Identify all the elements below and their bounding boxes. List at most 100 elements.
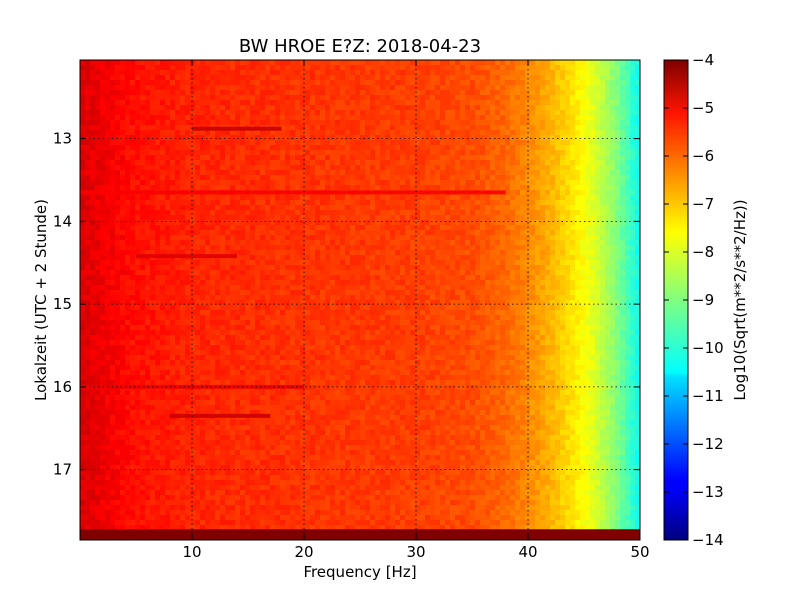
- heatmap-cell: [260, 235, 266, 241]
- heatmap-cell: [295, 270, 301, 276]
- heatmap-cell: [305, 450, 311, 456]
- heatmap-cell: [150, 435, 156, 441]
- heatmap-cell: [320, 200, 326, 206]
- heatmap-cell: [200, 325, 206, 331]
- heatmap-cell: [240, 200, 246, 206]
- heatmap-cell: [240, 510, 246, 516]
- heatmap-cell: [220, 335, 226, 341]
- heatmap-cell: [250, 340, 256, 346]
- heatmap-cell: [185, 170, 191, 176]
- heatmap-cell: [280, 230, 286, 236]
- heatmap-cell: [225, 480, 231, 486]
- heatmap-cell: [300, 305, 306, 311]
- heatmap-cell: [230, 425, 236, 431]
- heatmap-cell: [190, 330, 196, 336]
- heatmap-cell: [170, 290, 176, 296]
- heatmap-cell: [105, 75, 111, 81]
- heatmap-cell: [175, 180, 181, 186]
- heatmap-cell: [225, 65, 231, 71]
- heatmap-cell: [270, 155, 276, 161]
- heatmap-cell: [95, 360, 101, 366]
- heatmap-cell: [255, 130, 261, 136]
- heatmap-cell: [150, 395, 156, 401]
- heatmap-cell: [245, 155, 251, 161]
- heatmap-cell: [175, 480, 181, 486]
- heatmap-cell: [170, 490, 176, 496]
- heatmap-cell: [140, 65, 146, 71]
- heatmap-cell: [250, 405, 256, 411]
- heatmap-cell: [80, 335, 86, 341]
- heatmap-cell: [295, 90, 301, 96]
- heatmap-cell: [215, 240, 221, 246]
- heatmap-cell: [310, 330, 316, 336]
- heatmap-cell: [330, 465, 336, 471]
- heatmap-cell: [290, 435, 296, 441]
- heatmap-cell: [100, 355, 106, 361]
- heatmap-cell: [270, 410, 276, 416]
- heatmap-cell: [175, 100, 181, 106]
- heatmap-cell: [305, 305, 311, 311]
- heatmap-cell: [305, 240, 311, 246]
- heatmap-cell: [165, 75, 171, 81]
- heatmap-cell: [195, 445, 201, 451]
- heatmap-cell: [180, 245, 186, 251]
- heatmap-cell: [90, 295, 96, 301]
- heatmap-cell: [165, 350, 171, 356]
- heatmap-cell: [175, 130, 181, 136]
- heatmap-cell: [300, 100, 306, 106]
- heatmap-cell: [165, 205, 171, 211]
- heatmap-cell: [95, 200, 101, 206]
- heatmap-cell: [310, 415, 316, 421]
- heatmap-cell: [100, 360, 106, 366]
- heatmap-cell: [190, 115, 196, 121]
- heatmap-cell: [105, 410, 111, 416]
- heatmap-cell: [125, 370, 131, 376]
- heatmap-cell: [145, 295, 151, 301]
- heatmap-cell: [210, 420, 216, 426]
- heatmap-cell: [260, 120, 266, 126]
- heatmap-cell: [125, 345, 131, 351]
- heatmap-cell: [270, 85, 276, 91]
- heatmap-cell: [225, 300, 231, 306]
- heatmap-cell: [145, 400, 151, 406]
- heatmap-cell: [320, 145, 326, 151]
- heatmap-cell: [330, 175, 336, 181]
- heatmap-cell: [315, 205, 321, 211]
- heatmap-cell: [100, 435, 106, 441]
- heatmap-cell: [90, 465, 96, 471]
- heatmap-cell: [165, 450, 171, 456]
- heatmap-cell: [285, 320, 291, 326]
- heatmap-cell: [205, 435, 211, 441]
- heatmap-cell: [290, 305, 296, 311]
- heatmap-cell: [300, 480, 306, 486]
- heatmap-cell: [165, 100, 171, 106]
- heatmap-cell: [310, 505, 316, 511]
- heatmap-cell: [185, 305, 191, 311]
- heatmap-cell: [295, 445, 301, 451]
- heatmap-cell: [170, 485, 176, 491]
- heatmap-cell: [205, 95, 211, 101]
- heatmap-cell: [200, 505, 206, 511]
- heatmap-cell: [315, 185, 321, 191]
- heatmap-cell: [180, 285, 186, 291]
- heatmap-cell: [250, 100, 256, 106]
- heatmap-cell: [320, 480, 326, 486]
- heatmap-cell: [80, 65, 86, 71]
- heatmap-cell: [300, 95, 306, 101]
- heatmap-cell: [245, 325, 251, 331]
- heatmap-cell: [215, 200, 221, 206]
- heatmap-cell: [120, 120, 126, 126]
- heatmap-cell: [320, 370, 326, 376]
- heatmap-cell: [220, 400, 226, 406]
- heatmap-cell: [290, 270, 296, 276]
- heatmap-cell: [265, 425, 271, 431]
- heatmap-cell: [145, 285, 151, 291]
- heatmap-cell: [250, 220, 256, 226]
- heatmap-cell: [235, 85, 241, 91]
- heatmap-cell: [85, 475, 91, 481]
- heatmap-cell: [150, 525, 156, 531]
- heatmap-cell: [185, 320, 191, 326]
- heatmap-cell: [210, 290, 216, 296]
- heatmap-cell: [205, 495, 211, 501]
- heatmap-cell: [270, 65, 276, 71]
